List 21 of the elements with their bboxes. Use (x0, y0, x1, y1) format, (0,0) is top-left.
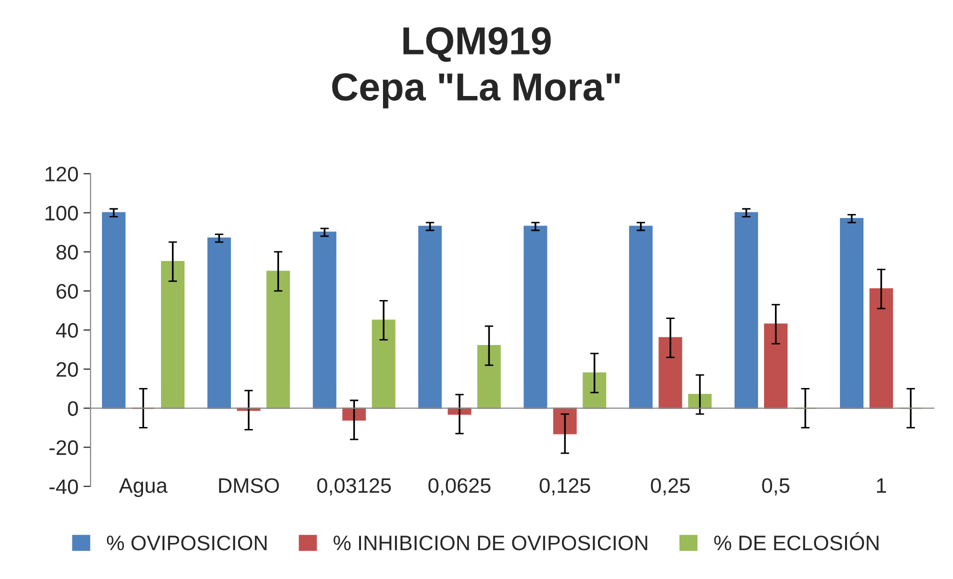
y-tick-label: 80 (56, 244, 78, 260)
y-tick-label: 20 (56, 362, 78, 377)
y-tick-label: -20 (50, 440, 78, 456)
x-tick-label: DMSO (219, 478, 279, 493)
x-tick-label: 0,125 (540, 478, 590, 496)
x-tick-label: 0,03125 (317, 478, 391, 496)
x-tick-label: 0,5 (762, 478, 790, 496)
x-tick-label: Agua (118, 478, 168, 498)
y-tick-label: 0 (68, 401, 78, 416)
legend-label: % DE ECLOSIÓN (714, 532, 878, 550)
x-tick-label: 0,25 (650, 478, 690, 496)
legend-label: % OVIPOSICION (106, 536, 267, 550)
x-tick-label: 1 (877, 478, 886, 493)
legend-label: % INHIBICION DE OVIPOSICION (334, 536, 648, 550)
y-tick-label: -40 (50, 479, 78, 494)
y-tick-label: 100 (46, 206, 78, 221)
y-tick-label: 40 (56, 323, 78, 338)
chart-title: LQM919 Cepa "La Mora" (332, 27, 620, 108)
x-tick-label: 0,0625 (428, 478, 491, 496)
y-tick-label: 60 (56, 284, 78, 299)
y-tick-label: 120 (46, 166, 78, 182)
